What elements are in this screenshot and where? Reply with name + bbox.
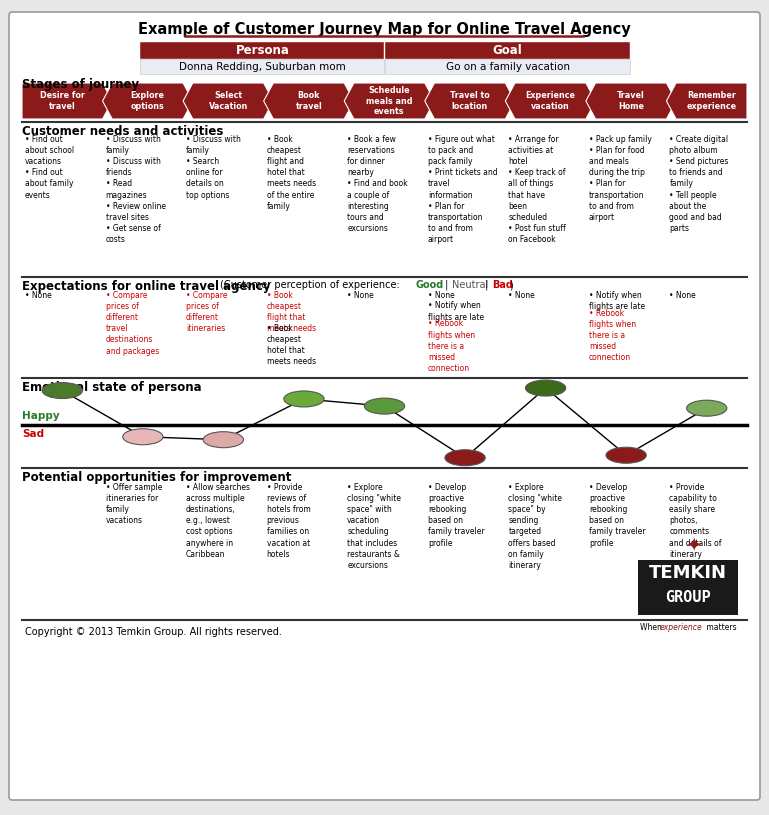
Text: Schedule
meals and
events: Schedule meals and events [366,86,413,116]
FancyBboxPatch shape [385,59,630,74]
Text: Persona: Persona [235,44,289,57]
Polygon shape [345,83,434,119]
Text: • Discuss with
family
• Search
online for
details on
top options: • Discuss with family • Search online fo… [186,135,241,200]
Text: Happy: Happy [22,411,60,421]
Ellipse shape [284,391,324,407]
Text: • Provide
reviews of
hotels from
previous
families on
vacation at
hotels: • Provide reviews of hotels from previou… [267,483,311,558]
Text: |: | [442,280,451,290]
Text: • Book
cheapest
flight and
hotel that
meets needs
of the entire
family: • Book cheapest flight and hotel that me… [267,135,316,210]
Text: • Explore
closing "white
space" with
vacation
scheduling
that includes
restauran: • Explore closing "white space" with vac… [348,483,401,570]
Text: Goal: Goal [493,44,522,57]
Text: Neutral: Neutral [452,280,488,290]
Text: Potential opportunities for improvement: Potential opportunities for improvement [22,471,291,484]
Polygon shape [264,83,354,119]
Ellipse shape [42,382,82,399]
Text: • None: • None [348,291,374,300]
FancyBboxPatch shape [140,42,384,59]
Text: Desire for
travel: Desire for travel [40,91,85,111]
Text: Sad: Sad [22,429,44,439]
Text: • Book a few
reservations
for dinner
nearby
• Find and book
a couple of
interest: • Book a few reservations for dinner nea… [348,135,408,233]
Text: • Notify when
flights are late: • Notify when flights are late [428,302,484,322]
Text: Example of Customer Journey Map for Online Travel Agency: Example of Customer Journey Map for Onli… [138,22,631,37]
Text: • Compare
prices of
different
travel
destinations
and packages: • Compare prices of different travel des… [105,291,159,355]
Text: ✦: ✦ [685,535,701,554]
FancyBboxPatch shape [140,59,384,74]
Ellipse shape [525,380,566,396]
Ellipse shape [123,429,163,445]
Polygon shape [586,83,676,119]
Text: • None: • None [25,291,52,300]
Text: • Provide
capability to
easily share
photos,
comments
and details of
itinerary: • Provide capability to easily share pho… [670,483,722,558]
Text: • None: • None [428,291,454,300]
Polygon shape [183,83,273,119]
Text: Travel
Home: Travel Home [618,91,645,111]
Text: • Discuss with
family
• Discuss with
friends
• Read
magazines
• Review online
tr: • Discuss with family • Discuss with fri… [105,135,165,244]
Polygon shape [667,83,747,119]
Text: Select
Vacation: Select Vacation [208,91,248,111]
Text: Bad: Bad [492,280,513,290]
Text: • Book
cheapest
hotel that
meets needs: • Book cheapest hotel that meets needs [267,324,316,366]
Text: Travel to
location: Travel to location [450,91,490,111]
Text: • Develop
proactive
rebooking
based on
family traveler
profile: • Develop proactive rebooking based on f… [589,483,645,548]
Text: • Rebook
flights when
there is a
missed
connection: • Rebook flights when there is a missed … [589,309,636,363]
Text: • None: • None [670,291,696,300]
Text: Expectations for online travel agency: Expectations for online travel agency [22,280,271,293]
Ellipse shape [687,400,727,416]
FancyBboxPatch shape [638,560,738,615]
Text: When: When [640,623,664,632]
Text: • Explore
closing "white
space" by
sending
targeted
offers based
on family
itine: • Explore closing "white space" by sendi… [508,483,562,570]
Polygon shape [22,83,112,119]
FancyBboxPatch shape [385,42,630,59]
Text: Emotional state of persona: Emotional state of persona [22,381,201,394]
Text: • Allow searches
across multiple
destinations,
e.g., lowest
cost options
anywher: • Allow searches across multiple destina… [186,483,250,558]
Ellipse shape [365,398,404,414]
Text: Stages of journey: Stages of journey [22,78,139,91]
Polygon shape [505,83,595,119]
Ellipse shape [606,447,646,463]
Text: |: | [482,280,491,290]
Text: • Figure out what
to pack and
pack family
• Print tickets and
travel
information: • Figure out what to pack and pack famil… [428,135,498,244]
FancyBboxPatch shape [9,12,760,800]
Text: TEMKIN: TEMKIN [649,564,727,582]
Text: GROUP: GROUP [665,589,711,605]
Text: Copyright © 2013 Temkin Group. All rights reserved.: Copyright © 2013 Temkin Group. All right… [25,627,282,637]
Ellipse shape [445,450,485,465]
Text: experience: experience [660,623,703,632]
Text: Customer needs and activities: Customer needs and activities [22,125,223,138]
Text: Remember
experience: Remember experience [687,91,737,111]
Text: • Book
cheapest
flight that
meets needs: • Book cheapest flight that meets needs [267,291,316,333]
Text: (Customer perception of experience:: (Customer perception of experience: [220,280,403,290]
Text: matters: matters [704,623,737,632]
Text: Donna Redding, Suburban mom: Donna Redding, Suburban mom [179,61,346,72]
Text: • Pack up family
• Plan for food
and meals
during the trip
• Plan for
transporta: • Pack up family • Plan for food and mea… [589,135,652,222]
Text: Book
travel: Book travel [295,91,322,111]
Text: • Compare
prices of
different
itineraries: • Compare prices of different itinerarie… [186,291,228,333]
Text: Good: Good [416,280,444,290]
Text: Explore
options: Explore options [131,91,165,111]
Polygon shape [424,83,515,119]
Text: • None: • None [508,291,535,300]
Ellipse shape [203,432,244,447]
Text: • Develop
proactive
rebooking
based on
family traveler
profile: • Develop proactive rebooking based on f… [428,483,484,548]
Text: • Find out
about school
vacations
• Find out
about family
events: • Find out about school vacations • Find… [25,135,74,200]
Text: Go on a family vacation: Go on a family vacation [445,61,570,72]
Polygon shape [102,83,193,119]
Text: • Create digital
photo album
• Send pictures
to friends and
family
• Tell people: • Create digital photo album • Send pict… [670,135,729,233]
Text: • Offer sample
itineraries for
family
vacations: • Offer sample itineraries for family va… [105,483,162,526]
Text: Experience
vacation: Experience vacation [525,91,575,111]
Text: • Arrange for
activities at
hotel
• Keep track of
all of things
that have
been
s: • Arrange for activities at hotel • Keep… [508,135,566,244]
Text: • Notify when
flights are late: • Notify when flights are late [589,291,645,311]
Text: ): ) [509,280,513,290]
Text: • Rebook
flights when
there is a
missed
connection: • Rebook flights when there is a missed … [428,319,475,373]
